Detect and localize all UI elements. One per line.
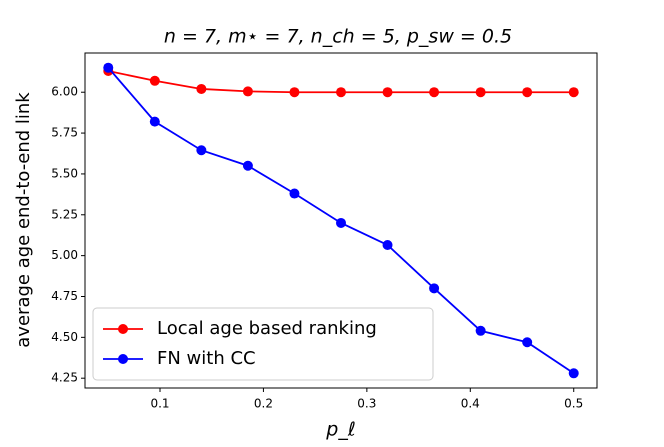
legend-box (92, 307, 434, 381)
data-point (522, 87, 533, 98)
legend-label: Local age based ranking (157, 318, 377, 339)
data-point (242, 86, 253, 97)
legend-marker (118, 324, 128, 334)
data-point (522, 337, 533, 348)
data-point (568, 87, 579, 98)
y-tick-label: 5.00 (51, 248, 78, 262)
x-tick-label: 0.3 (357, 397, 376, 411)
data-point (242, 160, 253, 171)
data-point (336, 87, 346, 98)
x-tick-label: 0.4 (461, 397, 480, 411)
y-tick-label: 4.50 (51, 330, 78, 344)
y-tick-label: 4.75 (51, 289, 78, 303)
chart-title: n = 7, m⋆ = 7, n_ch = 5, p_sw = 0.5 (164, 26, 512, 48)
data-point (149, 75, 160, 86)
y-tick-label: 6.00 (51, 85, 78, 99)
data-point (149, 116, 160, 127)
data-point (382, 240, 393, 251)
x-tick-label: 0.5 (564, 397, 583, 411)
data-point (196, 83, 207, 94)
data-point (568, 368, 579, 379)
legend-marker (118, 354, 128, 364)
data-point (289, 188, 300, 199)
plot-frame (84, 52, 598, 389)
data-point (103, 62, 114, 73)
data-point (429, 87, 440, 98)
data-point (196, 145, 207, 156)
data-point (475, 87, 486, 98)
y-tick-label: 5.25 (51, 207, 78, 221)
x-axis-label: p_ℓ (325, 419, 355, 441)
y-tick-label: 5.75 (51, 126, 78, 140)
data-point (475, 325, 486, 336)
data-point (382, 87, 393, 98)
x-tick-label: 0.2 (254, 397, 273, 411)
y-axis-label: average age end-to-end link (13, 92, 34, 348)
data-point (336, 217, 346, 228)
legend-label: FN with CC (157, 348, 256, 369)
x-tick-label: 0.1 (150, 397, 169, 411)
y-tick-label: 4.25 (51, 371, 78, 385)
data-point (429, 283, 440, 294)
y-tick-label: 5.50 (51, 166, 78, 180)
data-point (289, 87, 300, 98)
